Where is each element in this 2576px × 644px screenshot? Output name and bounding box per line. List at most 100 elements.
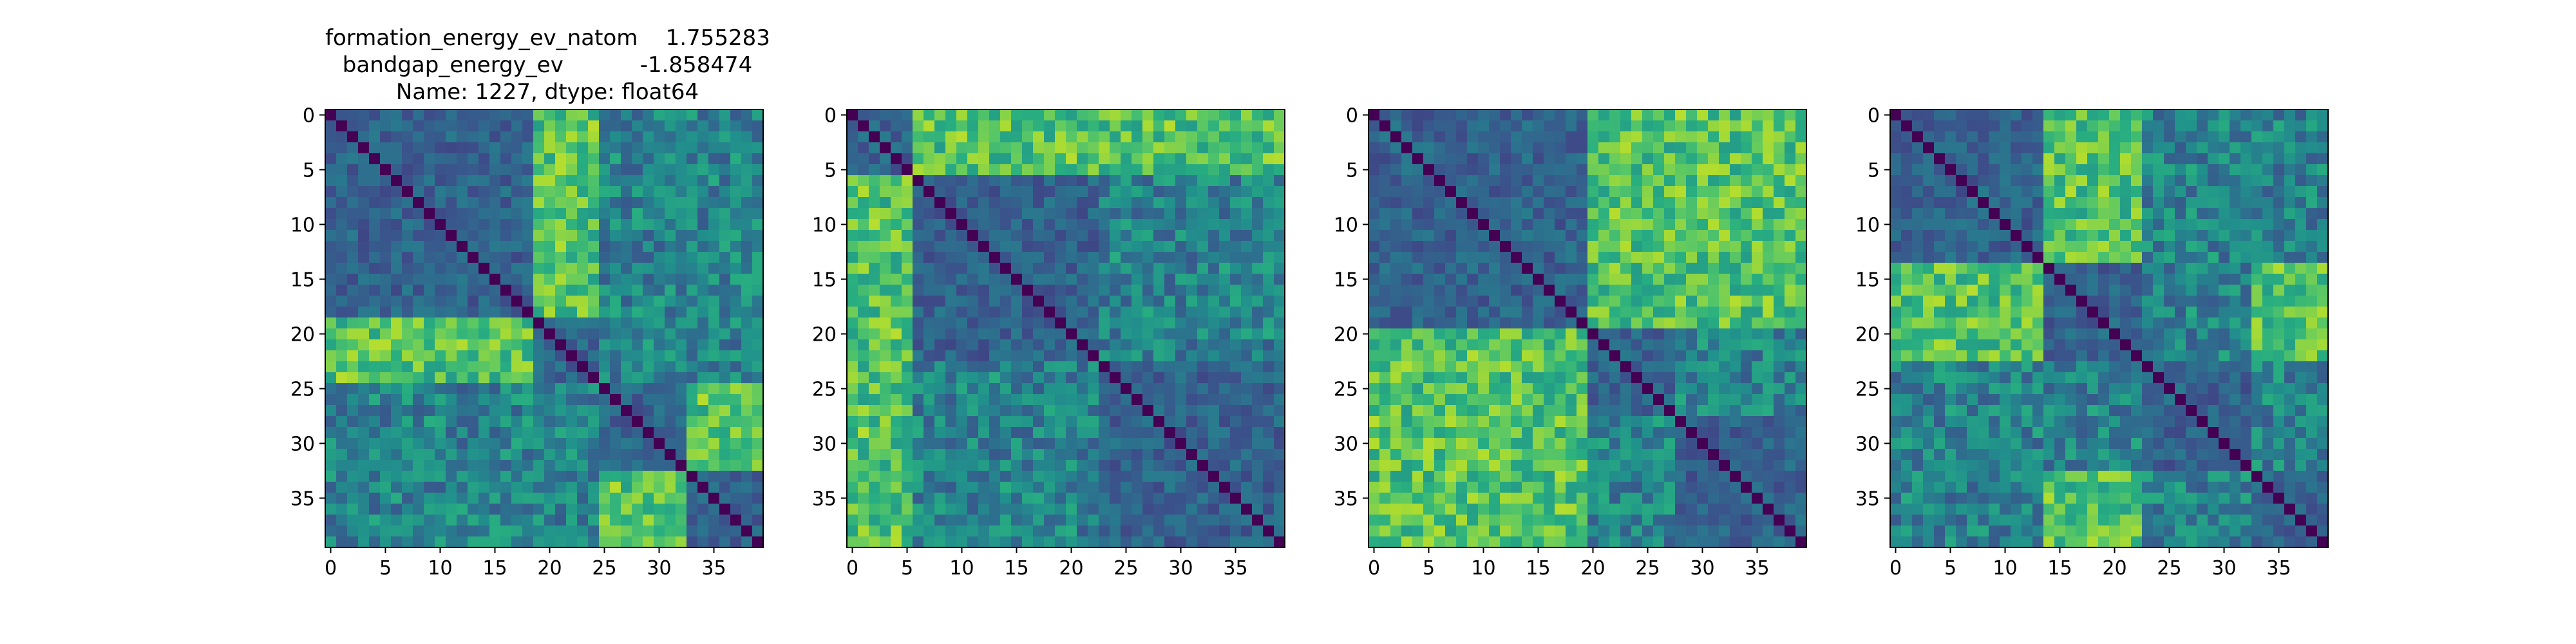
heatmap-cell (2219, 109, 2230, 121)
heatmap-cell (741, 175, 753, 187)
heatmap-cell (577, 482, 589, 493)
heatmap-cell (325, 230, 337, 242)
heatmap-cell (1412, 394, 1424, 406)
heatmap-cell (1719, 263, 1730, 274)
heatmap-cell (1697, 142, 1709, 154)
heatmap-cell (402, 416, 413, 428)
heatmap-cell (369, 208, 381, 220)
heatmap-cell (468, 142, 479, 154)
heatmap-cell (1609, 142, 1621, 154)
heatmap-cell (1099, 241, 1110, 252)
heatmap-cell (1598, 339, 1610, 351)
heatmap-cell (913, 263, 924, 274)
heatmap-cell (1730, 449, 1741, 460)
heatmap-cell (1653, 307, 1665, 318)
heatmap-cell (1598, 394, 1610, 406)
heatmap-cell (369, 493, 381, 504)
heatmap-cell (1219, 120, 1231, 132)
heatmap-cell (1000, 536, 1012, 548)
heatmap-cell (610, 350, 621, 362)
heatmap-cell (610, 383, 621, 395)
heatmap-cell (730, 208, 742, 220)
heatmap-cell (1153, 175, 1165, 187)
y-tick-label: 10 (812, 214, 837, 237)
heatmap-cell (1121, 460, 1132, 471)
heatmap-cell (1795, 230, 1807, 242)
heatmap-cell (858, 471, 869, 482)
heatmap-cell (956, 109, 968, 121)
heatmap-cell (719, 493, 731, 504)
heatmap-cell (1522, 120, 1533, 132)
heatmap-cell (1077, 219, 1088, 231)
heatmap-cell (500, 394, 512, 406)
heatmap-cell (1423, 131, 1435, 143)
heatmap-cell (489, 120, 501, 132)
heatmap-cell (1066, 482, 1077, 493)
heatmap-cell (1741, 416, 1752, 428)
heatmap-cell (1011, 285, 1023, 296)
heatmap-cell (643, 263, 654, 274)
heatmap-cell (1489, 186, 1501, 198)
heatmap-cell (1609, 164, 1621, 176)
heatmap-cell (402, 405, 413, 417)
heatmap-cell (956, 383, 968, 395)
heatmap-cell (1609, 328, 1621, 340)
heatmap-cell (989, 274, 1001, 285)
heatmap-cell (967, 416, 979, 428)
heatmap-cell (1763, 383, 1774, 395)
heatmap-cell (1478, 438, 1490, 450)
heatmap-cell (665, 142, 676, 154)
heatmap-cell (402, 372, 413, 384)
heatmap-cell (1686, 252, 1698, 263)
heatmap-cell (1000, 504, 1012, 515)
heatmap-cell (719, 109, 731, 121)
heatmap-cell (891, 263, 902, 274)
heatmap-cell (457, 186, 468, 198)
heatmap-cell (1066, 120, 1077, 132)
heatmap-cell (369, 471, 381, 482)
heatmap-cell (380, 405, 392, 417)
heatmap-cell (1164, 372, 1176, 384)
heatmap-cell (676, 109, 687, 121)
heatmap-cell (457, 197, 468, 209)
heatmap-cell (577, 263, 589, 274)
heatmap-cell (1390, 515, 1402, 526)
heatmap-cell (1055, 296, 1066, 307)
heatmap-cell (967, 307, 979, 318)
heatmap-cell (708, 339, 720, 351)
title-line-2: bandgap_energy_ev -1.858474 (342, 52, 753, 78)
heatmap-cell (1467, 186, 1479, 198)
heatmap-cell (1467, 131, 1479, 143)
heatmap-cell (654, 296, 665, 307)
heatmap-cell (1066, 438, 1077, 450)
heatmap-cell (1631, 328, 1643, 340)
heatmap-cell (1642, 197, 1654, 209)
heatmap-cell (577, 372, 589, 384)
heatmap-cell (468, 109, 479, 121)
heatmap-cell (676, 131, 687, 143)
heatmap-cell (1522, 350, 1533, 362)
heatmap-cell (424, 449, 435, 460)
heatmap-cell (358, 339, 370, 351)
heatmap-cell (1489, 252, 1501, 263)
heatmap-cell (1642, 252, 1654, 263)
heatmap-cell (1598, 460, 1610, 471)
heatmap-cell (869, 252, 880, 263)
heatmap-cell (913, 175, 924, 187)
heatmap-cell (1675, 120, 1687, 132)
heatmap-cell (2219, 120, 2230, 132)
heatmap-cell (1033, 197, 1045, 209)
heatmap-cell (1077, 493, 1088, 504)
heatmap-cell (1000, 460, 1012, 471)
heatmap-cell (478, 263, 490, 274)
heatmap-cell (902, 526, 913, 537)
heatmap-cell (1664, 230, 1676, 242)
heatmap-cell (566, 504, 578, 515)
heatmap-cell (1241, 361, 1253, 373)
heatmap-cell (2306, 109, 2318, 121)
heatmap-cell (1423, 493, 1435, 504)
heatmap-cell (676, 460, 687, 471)
heatmap-cell (1099, 307, 1110, 318)
heatmap-cell (588, 361, 600, 373)
heatmap-cell (697, 120, 709, 132)
